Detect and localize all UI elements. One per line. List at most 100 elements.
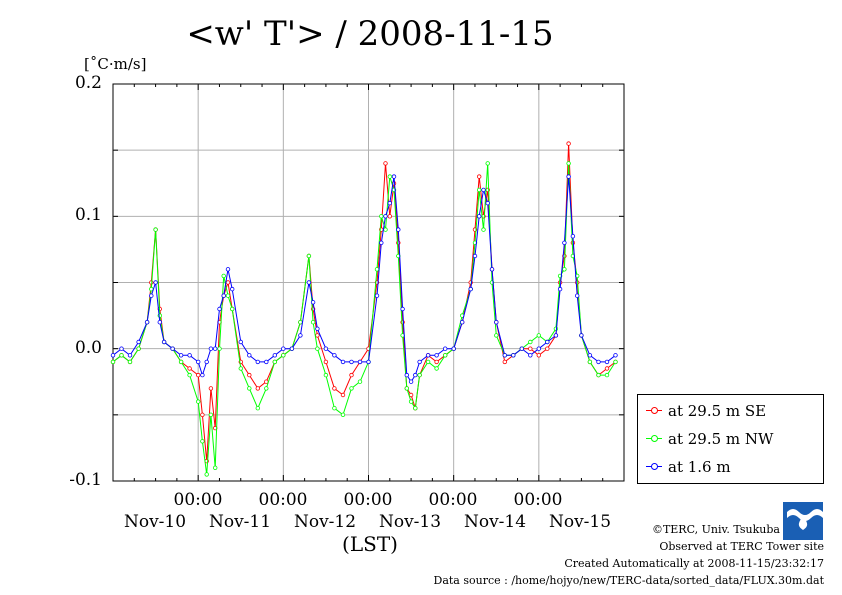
x-time-label: 00:00 <box>428 490 478 510</box>
data-point <box>204 359 209 365</box>
data-point <box>528 346 533 351</box>
data-point <box>374 293 380 298</box>
data-point <box>425 359 431 365</box>
data-point <box>323 346 329 351</box>
data-point <box>379 214 384 219</box>
data-point <box>247 372 252 378</box>
data-point <box>315 333 320 338</box>
data-point <box>149 293 154 298</box>
x-time-label: 00:00 <box>258 490 308 510</box>
data-point <box>387 214 392 219</box>
data-point <box>425 353 431 358</box>
data-point <box>281 346 286 351</box>
data-point <box>417 359 422 365</box>
data-point <box>596 359 601 365</box>
legend-item-1-6m: at 1.6 m <box>646 456 731 478</box>
x-date-label: Nov-14 <box>463 512 527 532</box>
data-point <box>281 353 286 358</box>
data-point <box>562 240 567 245</box>
data-point <box>255 386 260 391</box>
data-point <box>468 286 473 292</box>
y-axis-unit: [˚C·m/s] <box>84 55 147 73</box>
data-point <box>460 320 465 325</box>
x-date-label: Nov-13 <box>378 512 442 532</box>
x-time-label: 00:00 <box>173 490 223 510</box>
x-time-label: 00:00 <box>513 490 563 510</box>
x-axis-label: (LST) <box>342 532 398 556</box>
data-point <box>379 240 384 245</box>
data-point <box>170 346 175 351</box>
data-point <box>404 372 409 378</box>
data-point <box>127 353 133 358</box>
data-point <box>306 280 312 285</box>
data-point <box>408 399 414 404</box>
data-point <box>119 346 124 351</box>
data-point <box>613 353 618 358</box>
data-point <box>229 286 235 292</box>
credit-copyright: ©TERC, Univ. Tsukuba <box>651 523 780 536</box>
data-point <box>485 200 490 206</box>
data-point <box>349 386 354 391</box>
data-point <box>383 227 388 232</box>
data-point <box>391 174 397 179</box>
data-point <box>264 359 269 365</box>
y-tick-label: -0.1 <box>69 470 102 490</box>
data-point <box>443 353 448 358</box>
data-point <box>570 233 576 239</box>
data-point <box>477 174 482 179</box>
data-point <box>400 306 405 312</box>
data-point <box>613 359 618 365</box>
data-point <box>587 359 593 365</box>
data-point <box>127 359 133 365</box>
data-point <box>200 372 205 378</box>
series-group <box>110 141 618 477</box>
data-point <box>289 346 295 351</box>
data-point <box>208 386 214 391</box>
data-point <box>408 379 414 384</box>
legend-label: at 29.5 m NW <box>668 430 774 448</box>
data-point <box>204 472 209 477</box>
data-point <box>413 406 418 411</box>
data-point <box>566 174 571 179</box>
data-point <box>153 280 158 285</box>
data-point <box>489 267 495 272</box>
data-point <box>349 372 354 378</box>
data-point <box>247 353 252 358</box>
data-point <box>477 187 482 193</box>
data-point <box>340 359 346 365</box>
data-point <box>604 359 610 365</box>
data-point <box>413 372 418 378</box>
data-point <box>349 359 354 365</box>
data-point <box>340 392 346 398</box>
data-point <box>212 346 218 351</box>
data-point <box>225 280 231 285</box>
data-point <box>315 326 320 331</box>
data-point <box>472 253 478 259</box>
data-point <box>511 353 516 358</box>
data-point <box>562 267 567 272</box>
data-point <box>383 214 388 219</box>
data-point <box>340 412 346 417</box>
data-point <box>575 293 580 298</box>
data-point <box>481 187 486 193</box>
data-point <box>323 359 329 365</box>
data-point <box>272 359 277 365</box>
data-point <box>481 227 486 232</box>
x-date-label: Nov-11 <box>208 512 272 532</box>
x-date-label: Nov-10 <box>123 512 187 532</box>
data-point <box>195 399 201 404</box>
data-point <box>417 372 422 378</box>
data-point <box>587 353 593 358</box>
data-point <box>528 353 533 358</box>
data-point <box>225 267 231 272</box>
legend-label: at 1.6 m <box>668 458 731 476</box>
data-point <box>566 161 571 166</box>
data-point <box>187 372 192 378</box>
data-point <box>323 372 329 378</box>
data-point <box>200 439 205 444</box>
x-date-label: Nov-15 <box>548 512 612 532</box>
data-point <box>255 406 260 411</box>
data-point <box>332 406 337 411</box>
data-point <box>536 333 541 338</box>
